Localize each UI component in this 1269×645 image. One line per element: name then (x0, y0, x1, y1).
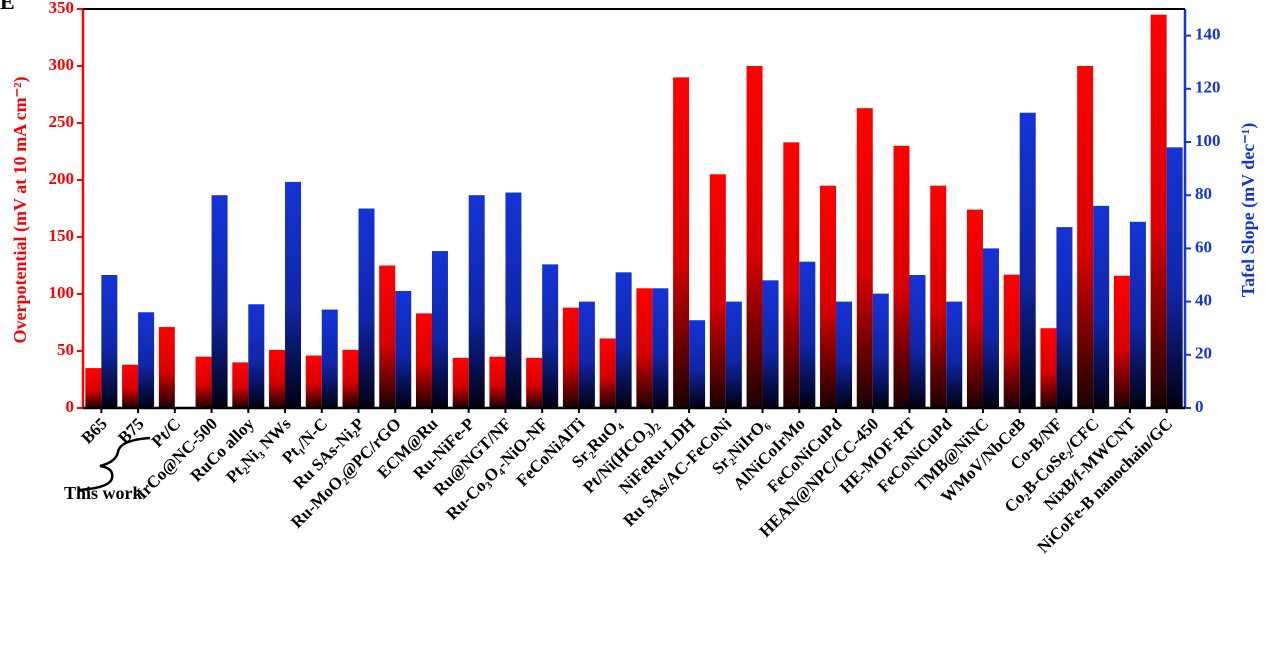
bar (1077, 66, 1094, 408)
y-tick-label: 250 (49, 112, 75, 131)
bar (689, 320, 706, 408)
bar (1113, 275, 1130, 408)
y-tick-label: 50 (57, 340, 74, 359)
bar (725, 301, 742, 408)
bar (431, 251, 448, 408)
bar (232, 362, 249, 408)
bar (673, 77, 690, 409)
bar (578, 301, 595, 408)
bar (248, 304, 265, 408)
bar (856, 108, 873, 409)
annotation: This work (64, 483, 143, 503)
bar (893, 145, 910, 409)
bar (746, 66, 763, 408)
y2-tick-label: 80 (1195, 184, 1212, 203)
bar (395, 290, 412, 408)
bar (158, 327, 175, 408)
bar (211, 195, 228, 408)
bar (820, 185, 837, 408)
bar (489, 356, 506, 408)
bar (599, 338, 616, 408)
bar (138, 312, 155, 408)
bar (1040, 328, 1057, 408)
bar (285, 181, 302, 408)
bar (709, 174, 726, 408)
y2-tick-label: 120 (1195, 78, 1221, 97)
bar (85, 368, 102, 408)
bar (321, 309, 338, 408)
y-tick-label: 0 (66, 397, 75, 416)
bar (101, 275, 118, 408)
x-tick-label: B65 (77, 414, 110, 447)
y-tick-label: 100 (49, 283, 75, 302)
y-tick-label: 350 (49, 0, 75, 17)
bar (122, 364, 139, 408)
bar (1093, 205, 1110, 408)
y2-tick-label: 20 (1195, 344, 1212, 363)
bar (872, 293, 889, 408)
bar (379, 265, 396, 408)
bar (468, 195, 485, 408)
bar (652, 288, 669, 408)
bar (783, 142, 800, 408)
bar (452, 357, 469, 408)
bar (415, 313, 432, 408)
bar (562, 307, 579, 408)
bar (966, 209, 983, 408)
bar (836, 301, 853, 408)
bar (799, 261, 816, 408)
bar (505, 192, 522, 408)
bar (946, 301, 963, 408)
brace (77, 436, 151, 492)
bar (930, 185, 947, 408)
y-tick-label: 150 (49, 226, 75, 245)
y2-tick-label: 140 (1195, 25, 1221, 44)
y2-axis-title: Tafel Slope (mV dec⁻¹) (1238, 123, 1259, 297)
bar (762, 280, 779, 408)
bar (615, 272, 632, 408)
y2-tick-label: 60 (1195, 237, 1212, 256)
bar (358, 208, 375, 408)
y2-tick-label: 0 (1195, 397, 1204, 416)
bar (982, 248, 999, 408)
bar (542, 264, 559, 408)
bar (1166, 147, 1183, 408)
bar (909, 275, 926, 408)
bar (1150, 14, 1167, 408)
panel-label: E (0, 0, 15, 14)
bar (342, 349, 359, 408)
bar (526, 357, 543, 408)
y2-tick-label: 100 (1195, 131, 1221, 150)
bar (1019, 112, 1036, 409)
bar (269, 349, 286, 408)
bar (636, 288, 653, 408)
y-tick-label: 200 (49, 169, 75, 188)
y-tick-label: 300 (49, 55, 75, 74)
x-tick-label: B75 (114, 414, 147, 447)
bar (305, 355, 322, 408)
y-axis-title: Overpotential (mV at 10 mA cm⁻²) (10, 76, 31, 343)
bar (1003, 274, 1020, 408)
y2-tick-label: 40 (1195, 291, 1212, 310)
bar (1056, 227, 1073, 408)
bar (195, 356, 212, 408)
bar (1129, 221, 1146, 408)
